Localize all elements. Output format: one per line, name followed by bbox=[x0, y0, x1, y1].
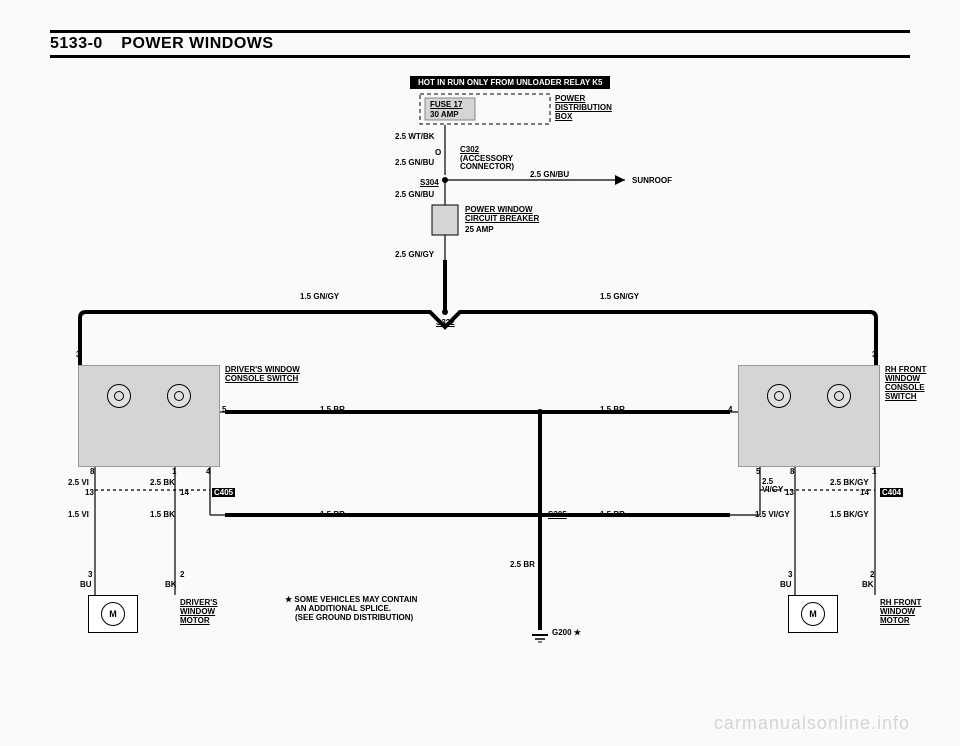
wiring-diagram: HOT IN RUN ONLY FROM UNLOADER RELAY K5 F… bbox=[0, 70, 960, 710]
switch-knob-icon bbox=[167, 384, 191, 408]
pin-13: 13 bbox=[85, 488, 94, 497]
switch-knob-icon bbox=[107, 384, 131, 408]
driver-switch-box bbox=[78, 365, 220, 467]
wire-vi15: 1.5 VI bbox=[68, 510, 89, 519]
page-title: POWER WINDOWS bbox=[121, 35, 273, 52]
rh-motor-label: RH FRONT WINDOW MOTOR bbox=[880, 598, 930, 625]
wire-bk25: 2.5 BK bbox=[150, 478, 175, 487]
wire-bkgy15: 1.5 BK/GY bbox=[830, 510, 869, 519]
wire-bk-l: BK bbox=[165, 580, 177, 589]
conn-s305: S305 bbox=[548, 510, 567, 519]
wire-gnbu1: 2.5 GN/BU bbox=[395, 158, 434, 167]
switch-knob-icon bbox=[827, 384, 851, 408]
breaker-amp: 25 AMP bbox=[465, 225, 494, 234]
conn-g200: G200 ★ bbox=[552, 628, 581, 637]
pin-3: 3 bbox=[76, 350, 80, 359]
driver-switch-label: DRIVER'S WINDOW CONSOLE SWITCH bbox=[225, 365, 305, 383]
wire-br3: 1.5 BR bbox=[320, 510, 345, 519]
pin-5r: 5 bbox=[756, 467, 760, 476]
pin-4r: 4 bbox=[728, 405, 732, 414]
conn-s304: S304 bbox=[420, 178, 439, 187]
wire-br4: 1.5 BR bbox=[600, 510, 625, 519]
pin-2: 2 bbox=[180, 570, 184, 579]
rh-motor-box: M bbox=[788, 595, 838, 633]
wire-br25: 2.5 BR bbox=[510, 560, 535, 569]
pin-1: 1 bbox=[172, 467, 176, 476]
pin-5: 5 bbox=[222, 405, 226, 414]
wire-gngy-r: 1.5 GN/GY bbox=[600, 292, 639, 301]
page: 5133-0 POWER WINDOWS bbox=[0, 0, 960, 746]
conn-o: O bbox=[435, 148, 441, 157]
wire-br1: 1.5 BR bbox=[320, 405, 345, 414]
motor-icon: M bbox=[801, 602, 825, 626]
wire-wtbk: 2.5 WT/BK bbox=[395, 132, 435, 141]
wire-vigy15: 1.5 VI/GY bbox=[755, 510, 790, 519]
wire-gnbu2: 2.5 GN/BU bbox=[395, 190, 434, 199]
pin-2r: 2 bbox=[870, 570, 874, 579]
conn-c405: C405 bbox=[212, 488, 235, 497]
wire-gnbu3: 2.5 GN/BU bbox=[530, 170, 569, 179]
pin-3rb: 3 bbox=[788, 570, 792, 579]
sunroof-label: SUNROOF bbox=[632, 176, 672, 185]
driver-motor-label: DRIVER'S WINDOW MOTOR bbox=[180, 598, 230, 625]
pin-3r: 3 bbox=[872, 350, 876, 359]
pin-14: 14 bbox=[180, 488, 189, 497]
pin-3b: 3 bbox=[88, 570, 92, 579]
pin-1r: 1 bbox=[872, 467, 876, 476]
note-star: ★ SOME VEHICLES MAY CONTAIN bbox=[285, 595, 417, 604]
wire-bkgy25: 2.5 BK/GY bbox=[830, 478, 869, 487]
fuse-amp: 30 AMP bbox=[430, 110, 459, 119]
motor-icon: M bbox=[101, 602, 125, 626]
pin-8r: 8 bbox=[790, 467, 794, 476]
page-header: 5133-0 POWER WINDOWS bbox=[50, 30, 910, 58]
conn-c302: C302 bbox=[460, 145, 479, 154]
pin-4: 4 bbox=[206, 467, 210, 476]
wire-vi25: 2.5 VI bbox=[68, 478, 89, 487]
dist-box-label: POWER DISTRIBUTION BOX bbox=[555, 94, 615, 121]
note-line3: (SEE GROUND DISTRIBUTION) bbox=[295, 613, 413, 622]
watermark: carmanualsonline.info bbox=[714, 713, 910, 734]
wire-br2: 1.5 BR bbox=[600, 405, 625, 414]
pin-14r: 14 bbox=[860, 488, 869, 497]
wire-bk-r: BK bbox=[862, 580, 874, 589]
driver-motor-box: M bbox=[88, 595, 138, 633]
rh-switch-label: RH FRONT WINDOW CONSOLE SWITCH bbox=[885, 365, 955, 401]
wire-gngy-l: 1.5 GN/GY bbox=[300, 292, 339, 301]
wire-gngy25: 2.5 GN/GY bbox=[395, 250, 434, 259]
breaker-label: POWER WINDOW CIRCUIT BREAKER bbox=[465, 205, 555, 223]
pin-8: 8 bbox=[90, 467, 94, 476]
wire-bu-l: BU bbox=[80, 580, 92, 589]
wire-bk15: 1.5 BK bbox=[150, 510, 175, 519]
section-number: 5133-0 bbox=[50, 35, 103, 52]
pin-13r: 13 bbox=[785, 488, 794, 497]
relay-banner: HOT IN RUN ONLY FROM UNLOADER RELAY K5 bbox=[410, 76, 610, 89]
wire-bu-r: BU bbox=[780, 580, 792, 589]
switch-knob-icon bbox=[767, 384, 791, 408]
conn-c302-sub: (ACCESSORY CONNECTOR) bbox=[460, 155, 530, 171]
fuse-label: FUSE 17 bbox=[430, 100, 462, 109]
conn-c404: C404 bbox=[880, 488, 903, 497]
note-line2: AN ADDITIONAL SPLICE. bbox=[295, 604, 391, 613]
conn-s322: S322 bbox=[436, 318, 455, 327]
rh-switch-box bbox=[738, 365, 880, 467]
